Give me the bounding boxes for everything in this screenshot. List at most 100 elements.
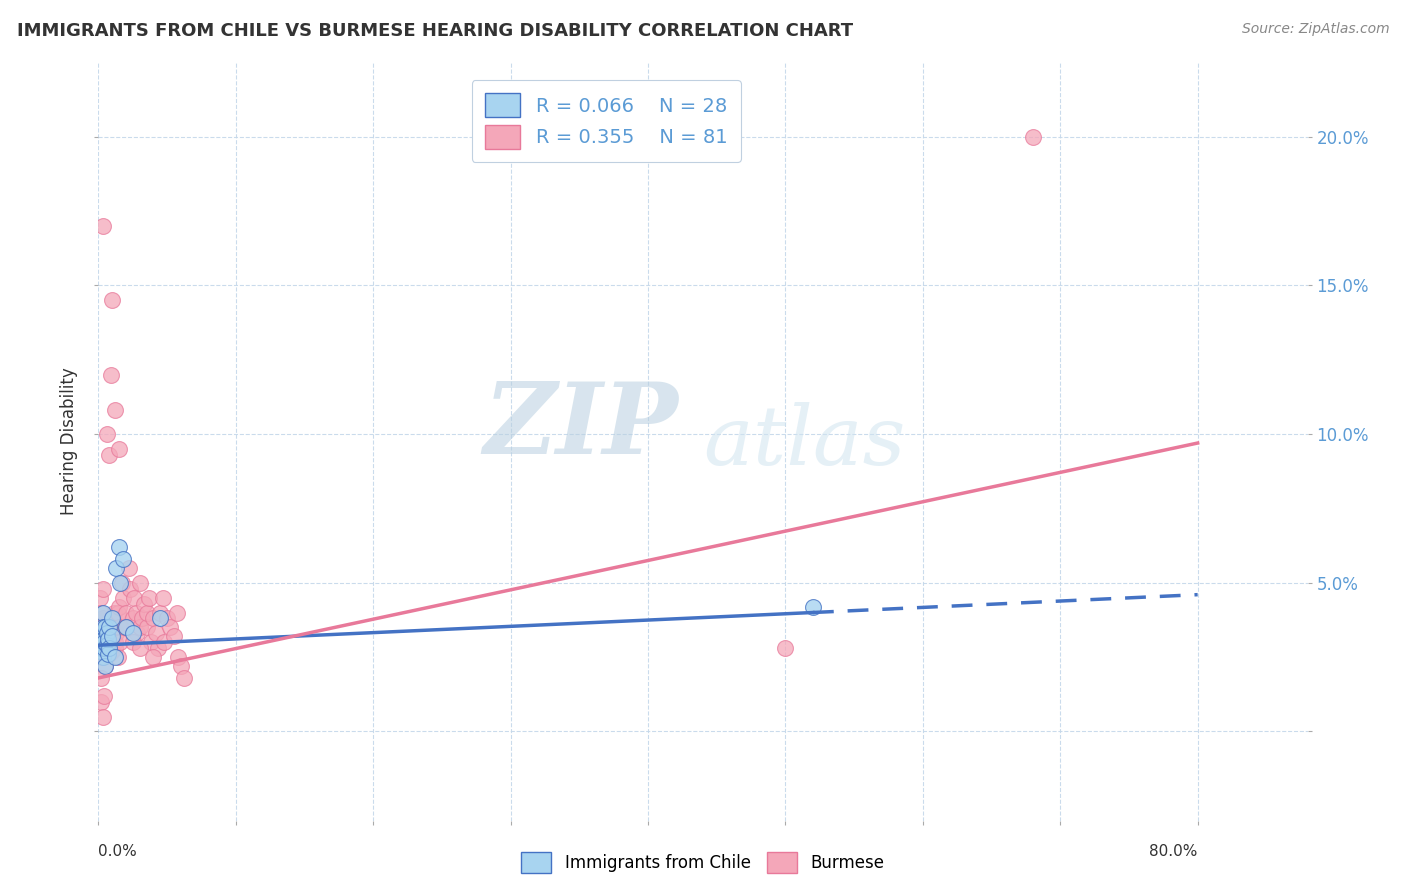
Point — [105, 561, 128, 575]
Point — [167, 650, 190, 665]
Point — [101, 620, 124, 634]
Point — [163, 629, 186, 643]
Point — [100, 626, 122, 640]
Point — [98, 641, 121, 656]
Point — [90, 641, 112, 656]
Point — [98, 448, 121, 462]
Point — [149, 611, 172, 625]
Point — [97, 638, 120, 652]
Point — [104, 635, 127, 649]
Point — [89, 626, 111, 640]
Point — [93, 641, 115, 656]
Point — [131, 611, 153, 625]
Point — [96, 427, 118, 442]
Point — [149, 606, 172, 620]
Point — [775, 641, 797, 656]
Point — [93, 689, 115, 703]
Point — [89, 591, 111, 605]
Point — [104, 650, 127, 665]
Point — [108, 442, 131, 456]
Point — [142, 650, 165, 665]
Point — [101, 629, 124, 643]
Point — [94, 659, 117, 673]
Point — [100, 368, 122, 382]
Point — [91, 606, 114, 620]
Point — [128, 575, 150, 590]
Point — [110, 635, 132, 649]
Point — [93, 626, 115, 640]
Point — [91, 650, 114, 665]
Point — [91, 582, 114, 596]
Point — [93, 632, 115, 647]
Point — [96, 629, 118, 643]
Point — [111, 575, 134, 590]
Point — [90, 650, 112, 665]
Point — [115, 606, 138, 620]
Point — [128, 620, 150, 634]
Text: Source: ZipAtlas.com: Source: ZipAtlas.com — [1241, 22, 1389, 37]
Point — [152, 591, 174, 605]
Point — [101, 611, 124, 625]
Text: ZIP: ZIP — [484, 378, 679, 475]
Point — [1022, 129, 1045, 144]
Point — [115, 620, 138, 634]
Point — [128, 641, 150, 656]
Point — [90, 695, 112, 709]
Point — [89, 644, 111, 658]
Point — [90, 671, 112, 685]
Point — [114, 620, 136, 634]
Point — [135, 620, 157, 634]
Point — [142, 611, 165, 625]
Point — [94, 620, 117, 634]
Point — [108, 599, 131, 614]
Point — [89, 641, 111, 656]
Point — [93, 635, 115, 649]
Y-axis label: Hearing Disability: Hearing Disability — [60, 368, 79, 516]
Point — [105, 626, 128, 640]
Point — [118, 561, 141, 575]
Text: 80.0%: 80.0% — [1149, 845, 1198, 859]
Point — [98, 632, 121, 647]
Point — [108, 540, 131, 554]
Point — [104, 641, 127, 656]
Point — [124, 606, 146, 620]
Point — [101, 293, 124, 308]
Point — [156, 611, 179, 625]
Point — [110, 575, 132, 590]
Legend: Immigrants from Chile, Burmese: Immigrants from Chile, Burmese — [515, 846, 891, 880]
Point — [94, 659, 117, 673]
Point — [145, 626, 167, 640]
Point — [118, 582, 141, 596]
Point — [93, 644, 115, 658]
Point — [166, 606, 188, 620]
Point — [93, 620, 115, 634]
Point — [107, 606, 129, 620]
Point — [121, 611, 143, 625]
Text: atlas: atlas — [703, 401, 905, 482]
Point — [146, 641, 169, 656]
Point — [91, 709, 114, 723]
Point — [90, 606, 112, 620]
Point — [115, 620, 138, 634]
Point — [173, 671, 195, 685]
Point — [121, 626, 143, 640]
Point — [135, 606, 157, 620]
Point — [103, 606, 125, 620]
Point — [97, 620, 120, 634]
Point — [96, 641, 118, 656]
Point — [153, 635, 176, 649]
Point — [121, 635, 143, 649]
Point — [107, 650, 129, 665]
Point — [91, 219, 114, 233]
Point — [112, 552, 135, 566]
Point — [159, 620, 181, 634]
Point — [91, 611, 114, 625]
Point — [132, 597, 155, 611]
Point — [170, 659, 193, 673]
Point — [91, 620, 114, 634]
Point — [91, 650, 114, 665]
Point — [112, 591, 135, 605]
Point — [96, 626, 118, 640]
Point — [98, 647, 121, 661]
Point — [96, 638, 118, 652]
